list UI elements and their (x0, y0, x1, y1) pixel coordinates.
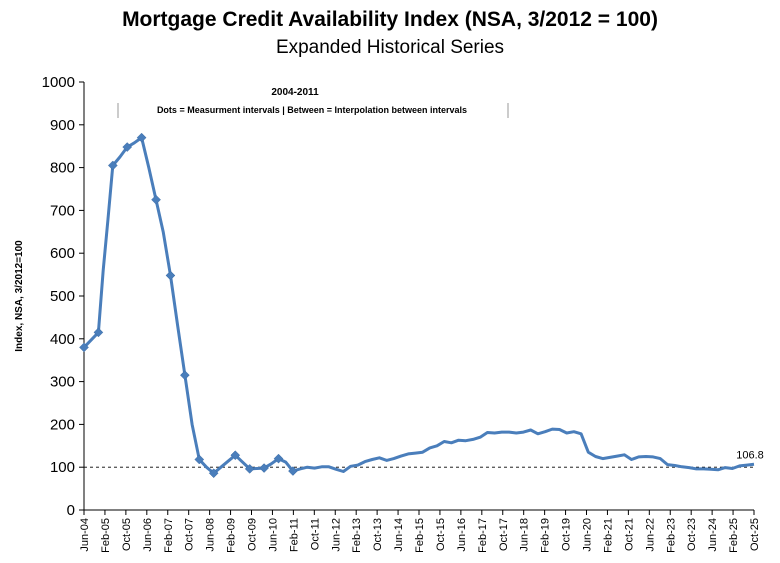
data-point-marker (194, 454, 205, 465)
x-tick-label: Feb-07 (163, 518, 175, 553)
y-tick-label: 1000 (42, 74, 75, 91)
annotation-title: 2004-2011 (271, 87, 319, 98)
x-tick-label: Oct-23 (686, 518, 698, 551)
data-point-marker (288, 466, 298, 476)
x-tick-label: Jun-16 (456, 518, 468, 552)
x-tick-label: Oct-15 (435, 518, 447, 551)
annotation-text: Dots = Measurment intervals | Between = … (157, 105, 467, 115)
data-point-marker (273, 453, 284, 464)
x-tick-label: Oct-13 (372, 518, 384, 551)
x-tick-label: Oct-05 (121, 518, 133, 551)
y-tick-label: 900 (50, 117, 75, 134)
chart-title: Mortgage Credit Availability Index (NSA,… (122, 8, 658, 31)
x-tick-label: Jun-10 (267, 518, 279, 552)
y-tick-label: 700 (50, 202, 75, 219)
chart-subtitle: Expanded Historical Series (275, 37, 505, 58)
x-tick-label: Oct-21 (623, 518, 635, 551)
y-tick-label: 800 (50, 160, 75, 177)
x-tick-label: Jun-14 (393, 518, 405, 552)
data-point-marker (180, 370, 190, 381)
data-point-marker (93, 327, 104, 338)
x-tick-label: Jun-08 (205, 518, 217, 552)
x-tick-label: Feb-19 (540, 518, 552, 553)
x-tick-label: Oct-17 (498, 518, 510, 551)
data-point-marker (208, 468, 219, 479)
data-point-marker (244, 464, 255, 474)
y-tick-label: 100 (50, 459, 75, 476)
x-tick-label: Oct-11 (309, 518, 321, 550)
x-tick-label: Feb-21 (602, 518, 614, 553)
y-axis-label: Index, NSA, 3/2012=100 (14, 240, 25, 352)
x-tick-label: Feb-23 (665, 518, 677, 553)
data-point-marker (136, 132, 147, 143)
data-point-marker (151, 194, 161, 205)
x-tick-label: Oct-09 (247, 518, 259, 551)
end-value-label: 106.8 (736, 449, 764, 461)
x-tick-label: Feb-13 (351, 518, 363, 553)
x-tick-label: Jun-22 (644, 518, 656, 552)
x-tick-label: Feb-09 (226, 518, 238, 553)
y-tick-label: 0 (67, 502, 75, 519)
x-tick-label: Jun-12 (330, 518, 342, 552)
x-tick-label: Oct-19 (561, 518, 573, 551)
axes (83, 82, 754, 511)
series-layer (79, 132, 755, 479)
x-axis-ticks: Jun-04 Feb-05 Oct-05 Jun-06 Feb-07 Oct-07 Jun-… (79, 510, 761, 553)
y-tick-label: 600 (50, 245, 75, 262)
x-tick-label: Feb-25 (728, 518, 740, 553)
x-tick-label: Feb-11 (288, 518, 300, 552)
y-tick-label: 200 (50, 416, 75, 433)
y-tick-label: 500 (50, 288, 75, 305)
data-point-marker (79, 342, 89, 353)
x-tick-label: Jun-18 (519, 518, 531, 552)
x-tick-label: Feb-15 (414, 518, 426, 553)
x-tick-label: Feb-17 (477, 518, 489, 553)
x-tick-label: Oct-07 (184, 518, 196, 551)
x-tick-label: Jun-06 (142, 518, 154, 552)
data-point-marker (107, 160, 118, 171)
data-point-marker (165, 270, 176, 281)
annotation-layer: 2004-2011 Dots = Measurment intervals | B… (117, 87, 764, 461)
x-tick-label: Feb-05 (100, 518, 112, 553)
series-line (82, 136, 755, 475)
x-tick-label: Jun-20 (582, 518, 594, 552)
data-point-marker (122, 142, 133, 152)
x-tick-label: Oct-25 (749, 518, 761, 551)
data-point-marker (259, 463, 269, 473)
y-tick-label: 400 (50, 331, 75, 348)
y-axis-ticks: 0 100 200 300 400 500 600 700 800 900 1000 (42, 74, 84, 519)
data-point-marker (230, 450, 241, 461)
y-tick-label: 300 (50, 374, 75, 391)
x-tick-label: Jun-24 (707, 518, 719, 552)
x-tick-label: Jun-04 (79, 518, 91, 552)
